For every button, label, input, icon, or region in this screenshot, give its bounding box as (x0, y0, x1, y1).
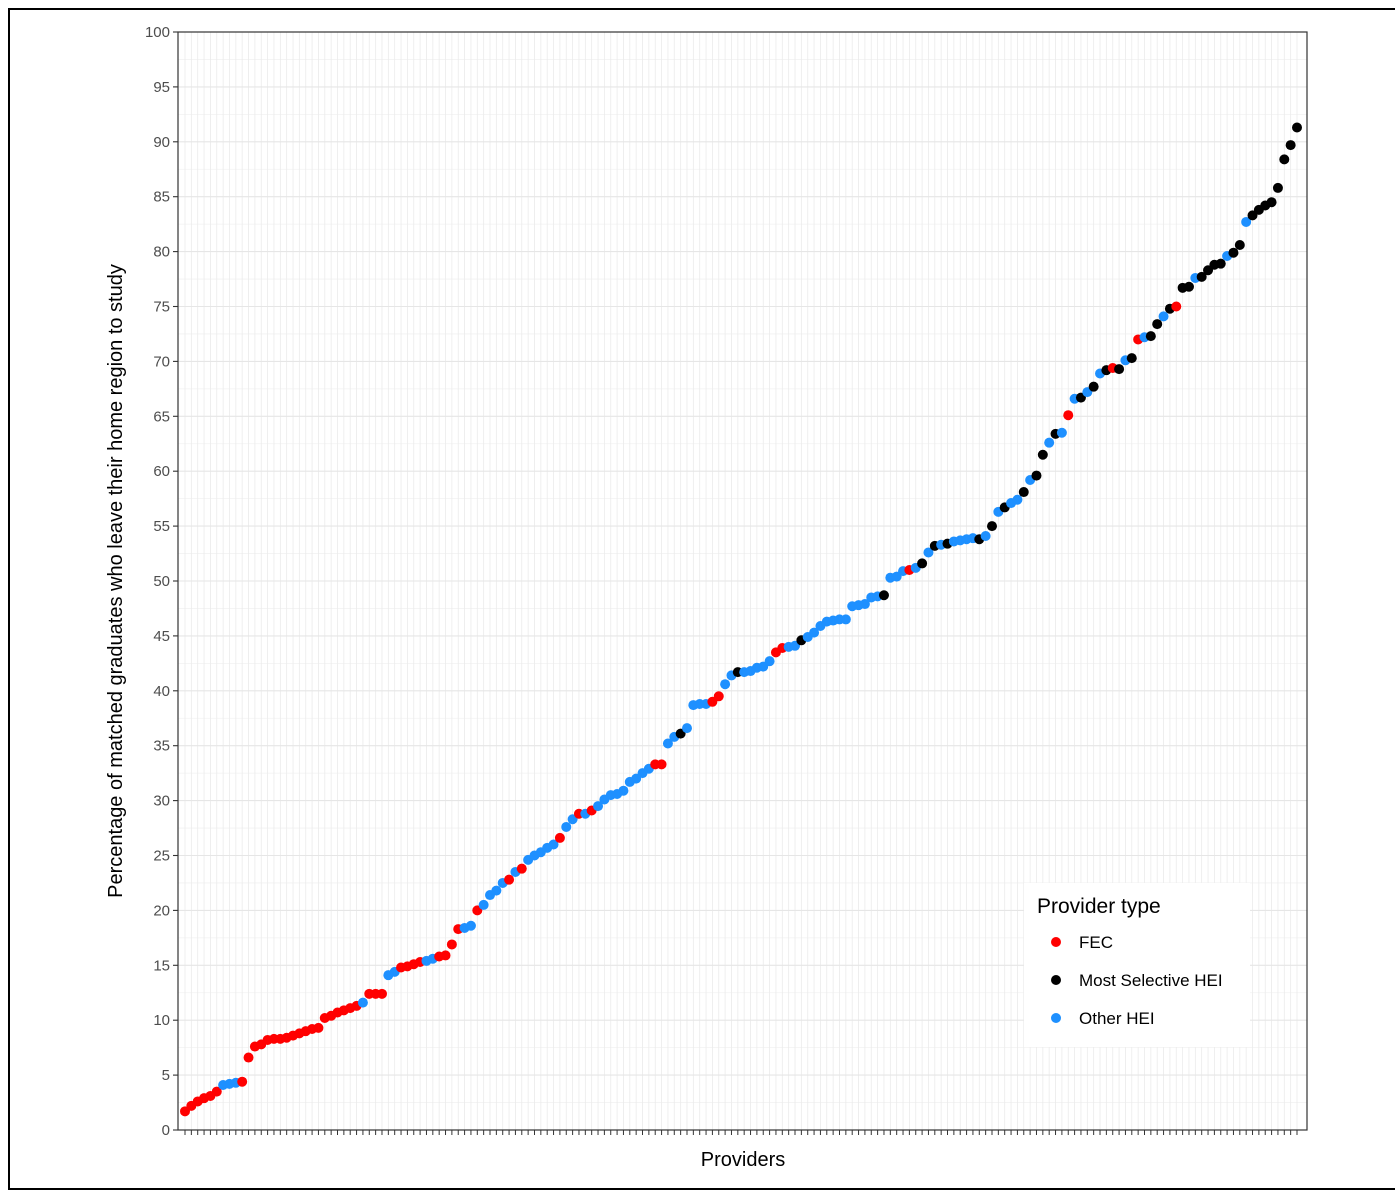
data-point (548, 839, 559, 850)
legend-label: Most Selective HEI (1079, 971, 1223, 990)
data-point (237, 1076, 248, 1087)
legend-label: Other HEI (1079, 1009, 1155, 1028)
y-tick-label: 25 (153, 848, 170, 865)
data-point (1145, 331, 1156, 342)
data-point (1126, 353, 1137, 364)
data-point (720, 679, 731, 690)
data-point (211, 1086, 222, 1097)
data-point (1114, 364, 1125, 375)
data-point (1171, 301, 1182, 312)
data-point (1018, 487, 1029, 498)
data-point (917, 558, 928, 569)
legend-key (1051, 937, 1061, 947)
data-point (491, 885, 502, 896)
data-point (923, 547, 934, 558)
data-point (478, 899, 489, 910)
data-point (809, 627, 820, 638)
data-point (1266, 197, 1277, 208)
data-point (618, 785, 629, 796)
data-point (593, 801, 604, 812)
data-point (1285, 140, 1296, 151)
x-axis-title: Providers (701, 1149, 785, 1171)
y-axis: 0 5 10 15 20 25 30 35 40 45 50 55 60 65 70 75 80 85 90 95 10… (145, 24, 178, 1139)
data-point (980, 530, 991, 541)
data-point (561, 821, 572, 832)
legend-background (1024, 883, 1250, 1047)
data-point (1215, 258, 1226, 269)
data-point (986, 521, 997, 532)
data-point (1044, 437, 1055, 448)
y-tick-label: 100 (145, 24, 170, 41)
legend: Provider type FEC Most Selective HEI Other… (1024, 883, 1250, 1047)
y-tick-label: 70 (153, 353, 170, 370)
y-tick-label: 20 (153, 902, 170, 919)
data-point (440, 950, 451, 961)
y-tick-label: 80 (153, 244, 170, 261)
legend-label: FEC (1079, 933, 1113, 952)
y-tick-label: 55 (153, 518, 170, 535)
data-point (764, 656, 775, 667)
data-point (1272, 182, 1283, 193)
data-point (554, 832, 565, 843)
data-point (1088, 381, 1099, 392)
data-point (840, 614, 851, 625)
y-tick-label: 45 (153, 628, 170, 645)
data-point (1158, 311, 1169, 322)
y-tick-label: 10 (153, 1012, 170, 1029)
y-tick-label: 50 (153, 573, 170, 590)
data-point (1037, 449, 1048, 460)
data-points (180, 122, 1302, 1117)
data-point (1056, 427, 1067, 438)
y-tick-label: 90 (153, 134, 170, 151)
y-axis-title: Percentage of matched graduates who leav… (105, 264, 127, 898)
data-point (656, 759, 667, 770)
data-point (1152, 319, 1163, 330)
data-point (1063, 410, 1074, 421)
data-point (465, 920, 476, 931)
data-point (357, 997, 368, 1008)
data-point (376, 988, 387, 999)
data-point (1241, 216, 1252, 227)
legend-entries: FEC Most Selective HEI Other HEI (1051, 933, 1223, 1028)
data-point (1031, 470, 1042, 481)
data-point (446, 939, 457, 950)
legend-title: Provider type (1037, 895, 1161, 918)
legend-key (1051, 1013, 1061, 1023)
y-tick-label: 15 (153, 957, 170, 974)
y-tick-label: 85 (153, 189, 170, 206)
x-axis (184, 1130, 1298, 1135)
data-point (878, 590, 889, 601)
data-point (1234, 240, 1245, 251)
y-tick-label: 0 (162, 1122, 170, 1139)
data-point (1183, 281, 1194, 292)
legend-key (1051, 975, 1061, 985)
data-point (662, 738, 673, 749)
data-point (713, 691, 724, 702)
data-point (1292, 122, 1302, 133)
data-point (1279, 154, 1290, 165)
y-tick-label: 35 (153, 738, 170, 755)
data-point (1196, 271, 1207, 282)
y-tick-label: 60 (153, 463, 170, 480)
data-point (504, 874, 515, 885)
data-point (1012, 494, 1023, 505)
data-point (516, 863, 527, 874)
y-tick-label: 65 (153, 408, 170, 425)
y-tick-label: 5 (162, 1067, 170, 1084)
data-point (1228, 247, 1239, 258)
y-tick-label: 75 (153, 299, 170, 316)
data-point (859, 599, 870, 610)
data-point (681, 723, 692, 734)
y-tick-label: 95 (153, 79, 170, 96)
data-point (313, 1022, 324, 1033)
data-point (243, 1052, 254, 1063)
y-tick-label: 40 (153, 683, 170, 700)
y-tick-label: 30 (153, 793, 170, 810)
